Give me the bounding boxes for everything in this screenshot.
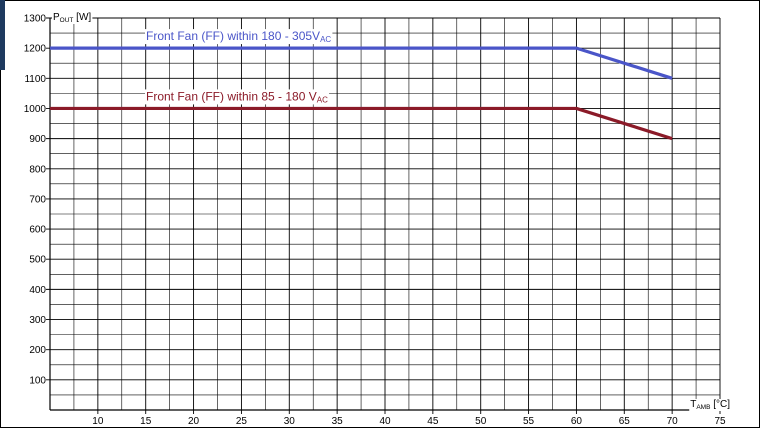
series-labels: Front Fan (FF) within 180 - 305VAC Front … (145, 29, 333, 105)
axes (49, 18, 720, 411)
x-tick-label: 35 (332, 416, 344, 427)
y-tick-label: 900 (29, 134, 46, 145)
axis-titles: POUT [W] TAMB [°C] (52, 12, 732, 411)
axis-title-background (52, 12, 93, 24)
y-tick-label: 200 (29, 345, 46, 356)
x-tick-label: 65 (619, 416, 631, 427)
x-tick-label: 45 (427, 416, 439, 427)
x-tick-label: 20 (188, 416, 200, 427)
x-tick-label: 50 (475, 416, 487, 427)
y-tick-label: 100 (29, 375, 46, 386)
side-edge-strip (0, 0, 5, 70)
y-tick-label: 800 (29, 164, 46, 175)
series-lines (49, 46, 673, 141)
x-tick-label: 10 (92, 416, 104, 427)
x-tick-label: 70 (667, 416, 679, 427)
y-axis-title: POUT [W] (53, 12, 91, 24)
y-tick-label: 1300 (24, 14, 47, 25)
x-axis-title: TAMB [°C] (690, 399, 730, 411)
y-tick-label: 400 (29, 285, 46, 296)
y-tick-label: 1200 (24, 44, 47, 55)
y-tick-label: 1000 (24, 104, 47, 115)
x-tick-label: 55 (523, 416, 535, 427)
axis-title-background (689, 399, 732, 411)
major-grid (46, 17, 721, 414)
y-tick-label: 1100 (24, 74, 46, 85)
series-label-1: Front Fan (FF) within 180 - 305VAC (146, 29, 331, 44)
series-label-background (145, 89, 330, 105)
x-tick-label: 60 (571, 416, 583, 427)
x-tick-label: 75 (714, 416, 726, 427)
x-tick-label: 40 (379, 416, 391, 427)
x-tick-label: 30 (284, 416, 296, 427)
series-label-background (145, 29, 333, 45)
x-tick-label: 15 (140, 416, 152, 427)
series-label-2: Front Fan (FF) within 85 - 180 VAC (146, 89, 328, 104)
x-tick-labels: 10 15 20 25 30 35 40 45 50 55 60 65 70 75 (92, 416, 726, 427)
y-tick-label: 500 (29, 255, 46, 266)
y-tick-label: 700 (29, 194, 46, 205)
y-tick-labels: 100 200 300 400 500 600 700 800 900 1000 1100 1200 1… (24, 14, 47, 387)
y-tick-label: 600 (29, 225, 46, 236)
y-tick-label: 300 (29, 315, 46, 326)
x-tick-label: 25 (236, 416, 248, 427)
